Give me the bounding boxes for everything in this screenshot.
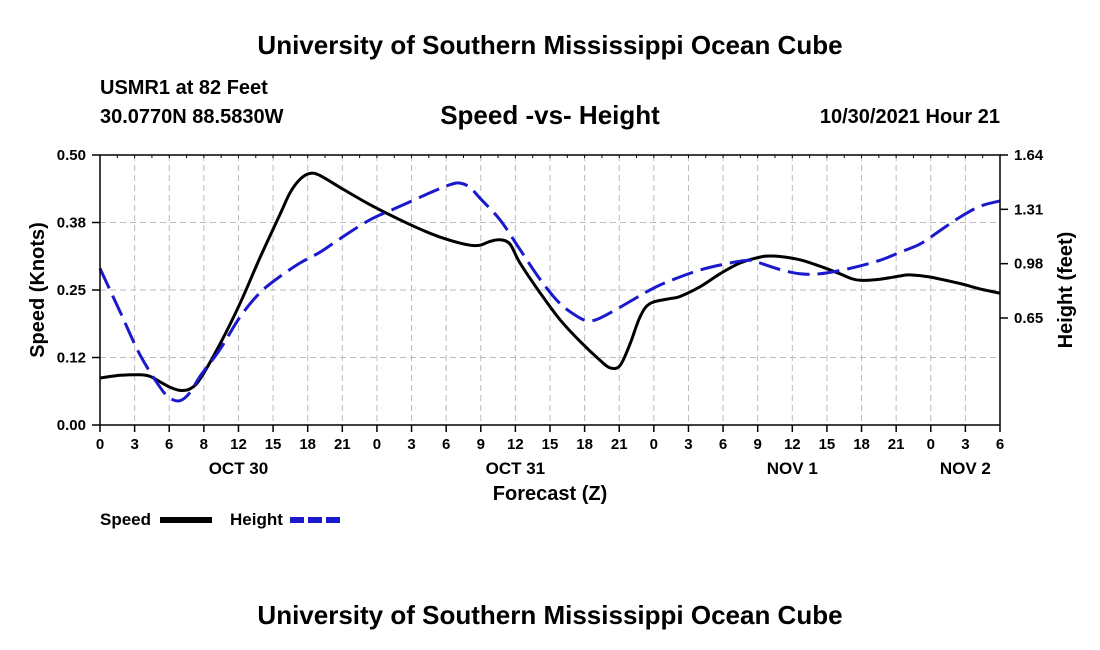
y-tick-label: 0.00 <box>57 417 86 434</box>
x-tick-label: 3 <box>407 436 415 453</box>
x-tick-label: 9 <box>754 436 762 453</box>
y2-tick-label: 0.65 <box>1014 310 1043 327</box>
x-tick-label: 18 <box>299 436 316 453</box>
y-tick-label: 0.12 <box>57 350 86 367</box>
x-tick-label: 15 <box>265 436 282 453</box>
chart-title: Speed -vs- Height <box>440 100 660 130</box>
x-tick-label: 6 <box>996 436 1004 453</box>
speed-height-chart: 0 3 6 8 12 15 18 21 0 3 6 9 12 15 18 21 0 3 6 9 12 15 18 21 0 3 6 O… <box>27 147 1077 523</box>
x-tick-label: 12 <box>507 436 524 453</box>
x-tick-label: 3 <box>961 436 969 453</box>
x-tick-label: 0 <box>373 436 381 453</box>
axis-ticks: 0 3 6 8 12 15 18 21 0 3 6 9 12 15 18 21 0 3 6 9 12 15 18 21 0 3 6 O… <box>57 147 1044 478</box>
y2-tick-label: 0.98 <box>1014 256 1043 273</box>
x-tick-label: 21 <box>334 436 351 453</box>
y2-tick-label: 1.64 <box>1014 147 1044 164</box>
y2-tick-label: 1.31 <box>1014 201 1043 218</box>
footer-title: University of Southern Mississippi Ocean… <box>257 600 843 630</box>
x-tick-label: 9 <box>477 436 485 453</box>
x-tick-label: 3 <box>130 436 138 453</box>
x-tick-label: 21 <box>888 436 905 453</box>
station-label: USMR1 at 82 Feet <box>100 77 268 99</box>
x-tick-label: 18 <box>576 436 593 453</box>
y2-axis-title: Height (feet) <box>1055 232 1077 349</box>
x-tick-label: 6 <box>165 436 173 453</box>
date-label: NOV 1 <box>767 459 818 478</box>
date-label: OCT 30 <box>209 459 269 478</box>
date-label: NOV 2 <box>940 459 991 478</box>
x-tick-label: 21 <box>611 436 628 453</box>
x-tick-label: 3 <box>684 436 692 453</box>
x-tick-label: 6 <box>719 436 727 453</box>
grid-lines <box>100 155 1000 425</box>
y-axis-title: Speed (Knots) <box>27 222 49 358</box>
legend-speed-label: Speed <box>100 510 152 529</box>
legend-height-label: Height <box>230 510 283 529</box>
y-tick-label: 0.38 <box>57 215 86 232</box>
y-tick-label: 0.50 <box>57 147 86 164</box>
series-layer <box>98 171 1001 403</box>
series-line-height <box>98 181 1001 403</box>
series-line-speed <box>99 171 1001 393</box>
x-tick-label: 6 <box>442 436 450 453</box>
date-label: OCT 31 <box>486 459 546 478</box>
x-axis-title: Forecast (Z) <box>493 483 607 505</box>
x-tick-label: 0 <box>650 436 658 453</box>
x-tick-label: 8 <box>200 436 208 453</box>
x-tick-label: 0 <box>96 436 104 453</box>
x-tick-label: 0 <box>927 436 935 453</box>
page-title: University of Southern Mississippi Ocean… <box>257 30 843 60</box>
station-coordinates: 30.0770N 88.5830W <box>100 106 284 128</box>
forecast-timestamp: 10/30/2021 Hour 21 <box>819 106 1000 128</box>
x-tick-label: 15 <box>819 436 836 453</box>
x-tick-label: 15 <box>542 436 559 453</box>
x-tick-label: 18 <box>853 436 870 453</box>
x-tick-label: 12 <box>230 436 247 453</box>
x-tick-label: 12 <box>784 436 801 453</box>
y-tick-label: 0.25 <box>57 282 86 299</box>
